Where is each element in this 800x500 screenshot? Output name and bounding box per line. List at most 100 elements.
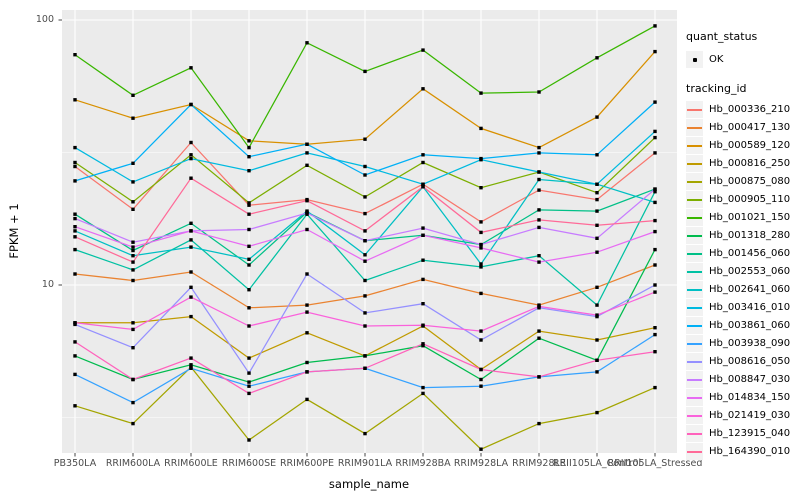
data-point [421, 277, 425, 282]
data-point [363, 259, 367, 263]
data-point [131, 248, 135, 253]
data-point [247, 356, 251, 360]
series-color-line-icon [687, 144, 702, 147]
data-point [247, 201, 251, 205]
data-point [595, 191, 599, 195]
data-point [537, 260, 541, 264]
data-point [247, 244, 251, 248]
legend-entry-Hb_003938_090: Hb_003938_090 [686, 335, 800, 352]
data-point [189, 356, 193, 360]
data-point [247, 384, 251, 388]
data-point [131, 245, 135, 249]
data-point [479, 246, 483, 250]
data-point [653, 290, 657, 294]
data-point [537, 177, 541, 182]
data-point [73, 235, 77, 239]
data-point [131, 254, 135, 258]
legend-key [686, 263, 703, 280]
legend-entry-label: Hb_008616_050 [709, 356, 791, 367]
data-point [73, 404, 77, 408]
data-point [305, 303, 309, 307]
data-point [247, 212, 251, 216]
data-point [421, 323, 425, 327]
data-point [653, 24, 657, 28]
legend-entry-Hb_000589_120: Hb_000589_120 [686, 137, 800, 154]
legend-entry-Hb_000816_250: Hb_000816_250 [686, 155, 800, 172]
legend-key [686, 353, 703, 370]
legend-key [686, 155, 703, 172]
data-point [189, 140, 193, 145]
data-point [73, 225, 77, 229]
legend-entry-label: Hb_001456_060 [709, 248, 791, 259]
series-color-line-icon [687, 432, 702, 435]
data-point [479, 329, 483, 333]
legend-entry-Hb_008616_050: Hb_008616_050 [686, 353, 800, 370]
data-point [131, 421, 135, 426]
legend-entry-label: Hb_000589_120 [709, 140, 791, 151]
legend-key [686, 101, 703, 118]
legend-entry-Hb_123915_040: Hb_123915_040 [686, 425, 800, 442]
data-point [73, 272, 77, 276]
legend-key [686, 389, 703, 406]
x-tick-label: RRII105LA_Stressed [607, 458, 703, 469]
legend-entry-Hb_003416_010: Hb_003416_010 [686, 299, 800, 316]
series-color-line-icon [687, 234, 702, 237]
x-tick-label: RRIM600LA [105, 458, 161, 469]
data-point [73, 321, 77, 325]
data-point [131, 268, 135, 272]
data-point [595, 153, 599, 157]
data-point [363, 195, 367, 199]
data-point [131, 240, 135, 244]
data-point [363, 69, 367, 74]
legend-entry-label: Hb_003938_090 [709, 338, 791, 349]
data-point [537, 208, 541, 212]
data-point [653, 263, 657, 267]
data-point [363, 354, 367, 358]
series-color-line-icon [687, 216, 702, 219]
data-point [247, 203, 251, 207]
data-point [73, 179, 77, 183]
data-point [595, 338, 599, 342]
data-point [131, 161, 135, 165]
legend-key [686, 407, 703, 424]
legend-key [686, 51, 703, 68]
data-point [73, 340, 77, 344]
legend-entry-Hb_001021_150: Hb_001021_150 [686, 209, 800, 226]
legend-entry-label: Hb_000905_110 [709, 194, 791, 205]
data-point [595, 313, 599, 317]
data-point [653, 135, 657, 140]
legend-key [686, 245, 703, 262]
data-point [537, 304, 541, 309]
data-point [653, 200, 657, 205]
panel-background [62, 10, 677, 453]
data-point [653, 247, 657, 252]
x-tick-label: RRIM600PE [279, 458, 335, 469]
legend-entry-label: Hb_002641_060 [709, 284, 791, 295]
data-point [653, 151, 657, 155]
data-point [363, 253, 367, 257]
data-point [421, 391, 425, 396]
data-point [595, 303, 599, 307]
x-tick-label: RRIM928LA [453, 458, 509, 469]
legend-key [686, 299, 703, 316]
data-point [131, 93, 135, 97]
data-point [305, 397, 309, 402]
data-point [653, 385, 657, 390]
data-point [595, 370, 599, 374]
data-point [305, 41, 309, 45]
legend-entry-Hb_001456_060: Hb_001456_060 [686, 245, 800, 262]
legend-entry-label: Hb_008847_030 [709, 374, 791, 385]
legend-entry-label: Hb_002553_060 [709, 266, 791, 277]
x-tick-label: RRIM600LE [164, 458, 218, 469]
legend-entry-label: Hb_000417_130 [709, 122, 791, 133]
data-point [595, 410, 599, 415]
data-point [421, 182, 425, 186]
y-axis-title: FPKM + 1 [7, 203, 21, 259]
data-point [421, 160, 425, 165]
y-tick-label: 100 [35, 14, 54, 25]
x-tick-label: PB350LA [53, 458, 97, 469]
data-point [73, 229, 77, 233]
data-point [247, 288, 251, 292]
data-point [363, 164, 367, 169]
